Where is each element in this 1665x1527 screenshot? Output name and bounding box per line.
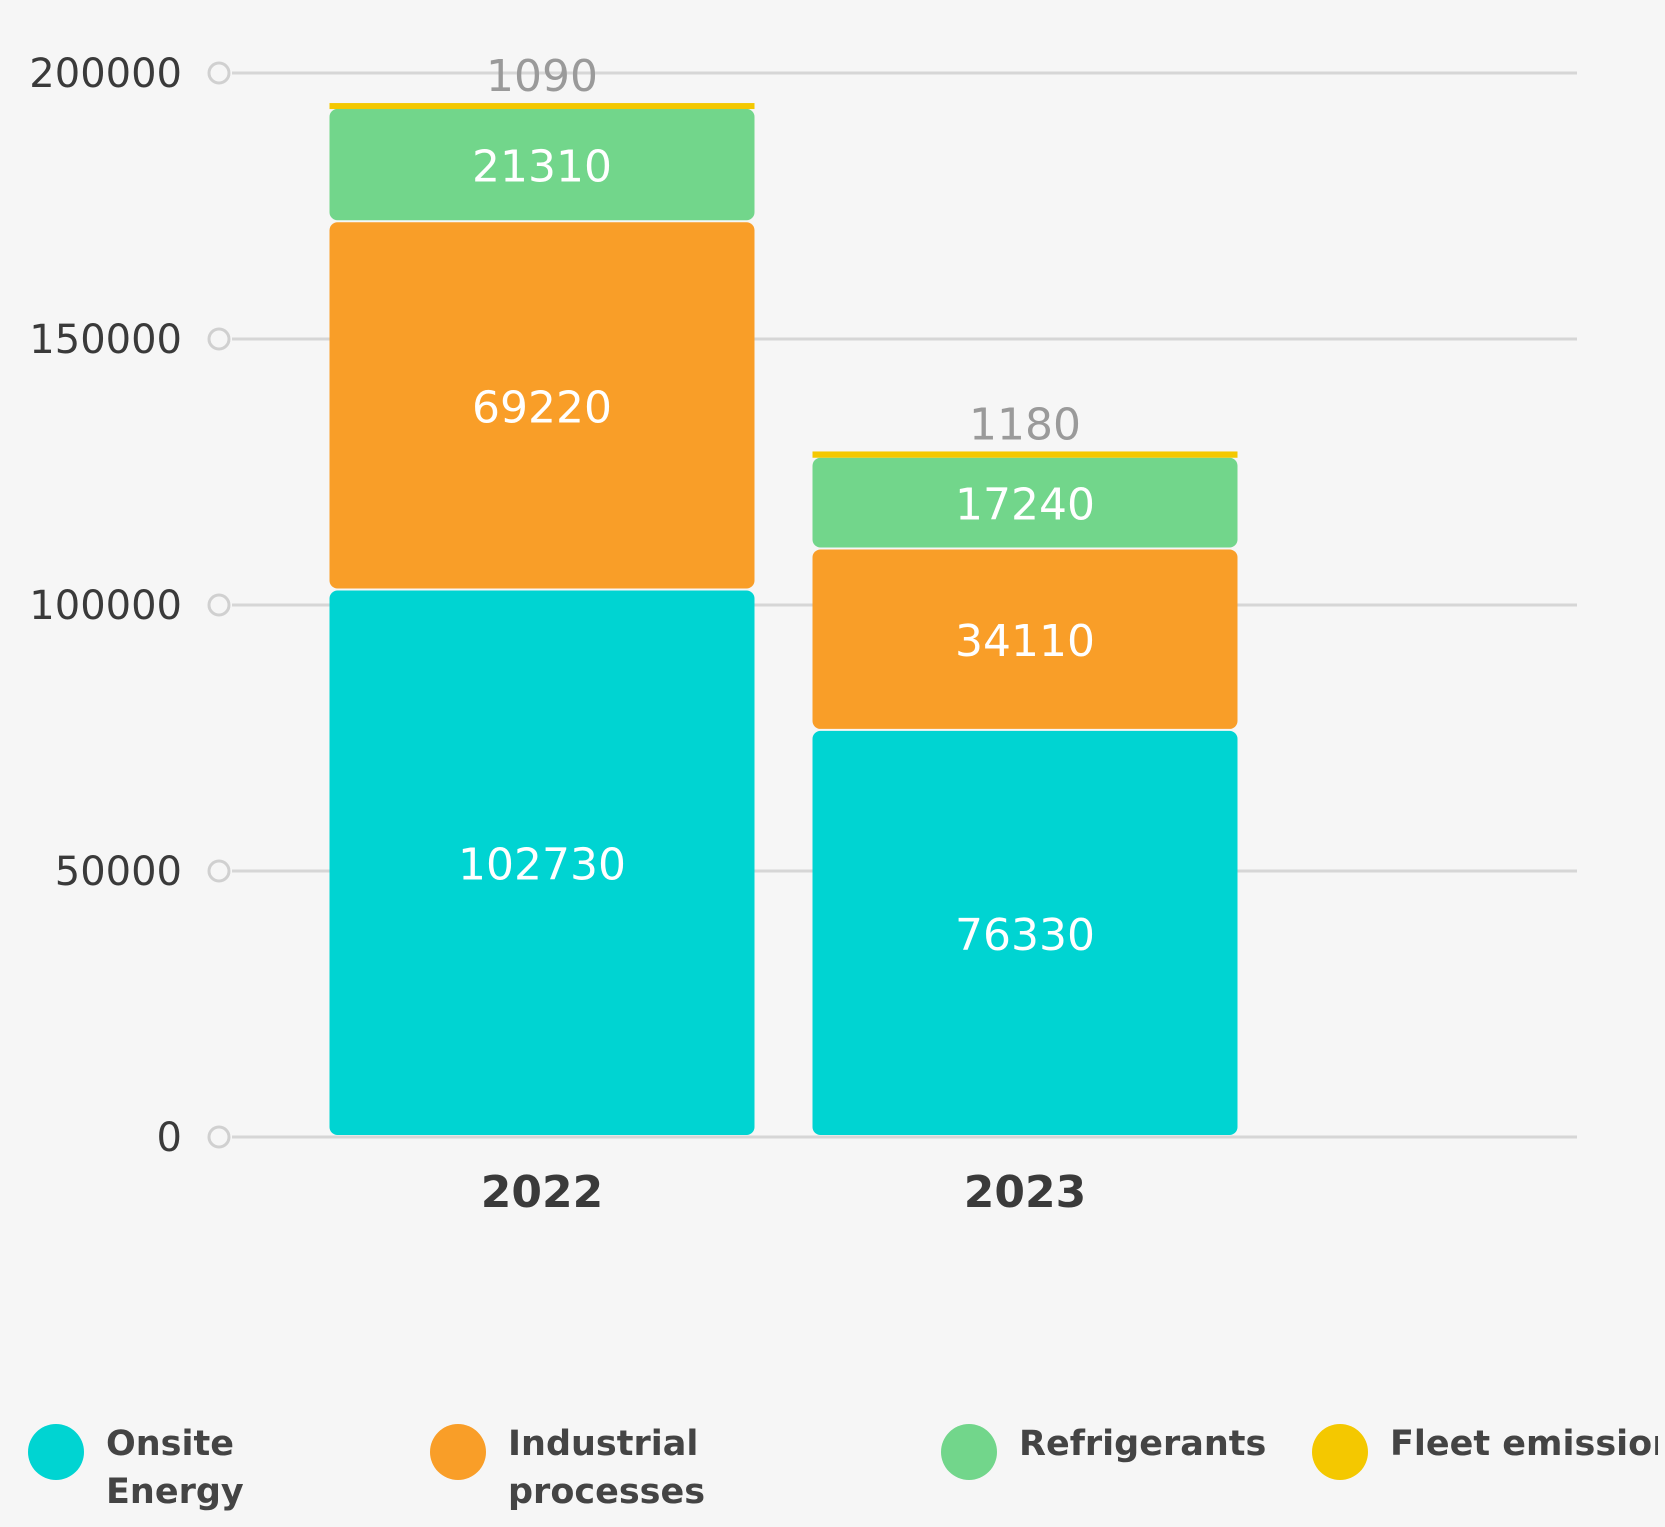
legend-swatch-refrigerants <box>941 1424 997 1480</box>
tick-marker <box>207 327 231 351</box>
y-tick-label: 200000 <box>29 51 182 97</box>
tick-marker <box>207 859 231 883</box>
bar-segment[interactable] <box>329 103 755 110</box>
tick-marker <box>207 593 231 617</box>
bars <box>329 103 1238 1135</box>
legend-label-industrial-processes: Industrial processes emissions <box>508 1424 706 1512</box>
legend: Onsite Energy generation Industrial proc… <box>28 1420 1658 1520</box>
bar-segment-label: 17240 <box>955 480 1095 531</box>
bar-segment-label: 102730 <box>458 840 626 891</box>
tick-marker <box>207 61 231 85</box>
bar-segment-label: 69220 <box>472 382 612 433</box>
bar-top-label: 1090 <box>486 51 598 102</box>
bar-segment-label: 34110 <box>955 616 1095 667</box>
bar-segment-label: 76330 <box>955 910 1095 961</box>
x-category-label: 2022 <box>481 1167 603 1218</box>
legend-swatch-fleet-emissions <box>1312 1424 1368 1480</box>
legend-item-industrial-processes[interactable]: Industrial processes emissions <box>430 1420 878 1520</box>
legend-label-refrigerants: Refrigerants <box>1019 1424 1267 1464</box>
bar-segment[interactable] <box>812 549 1238 729</box>
legend-item-refrigerants[interactable]: Refrigerants <box>941 1420 1279 1480</box>
bar-segment-label: 21310 <box>472 142 612 193</box>
y-tick-label: 150000 <box>29 317 182 363</box>
stacked-bar-chart: 102730692202131010907633034110172401180 … <box>29 51 1577 1218</box>
legend-swatch-industrial-processes <box>430 1424 486 1480</box>
tick-marker <box>207 1125 231 1149</box>
legend-label-onsite-energy: Onsite Energy generation <box>106 1424 244 1512</box>
y-tick-label: 0 <box>157 1115 182 1161</box>
legend-item-onsite-energy[interactable]: Onsite Energy generation <box>28 1420 381 1520</box>
bar-segment[interactable] <box>329 590 755 1135</box>
data-labels: 102730 69220 21310 1090 76330 34110 17240 1180 <box>458 51 1095 961</box>
y-tick-label: 100000 <box>29 583 182 629</box>
bar-segment[interactable] <box>812 457 1238 548</box>
legend-swatch-onsite-energy <box>28 1424 84 1480</box>
x-category-label: 2023 <box>964 1167 1086 1218</box>
bar-segment[interactable] <box>812 451 1238 458</box>
bar-segment[interactable] <box>329 108 755 221</box>
y-tick-label: 50000 <box>55 849 182 895</box>
bar-top-label: 1180 <box>969 399 1081 450</box>
bar-segment[interactable] <box>812 730 1238 1135</box>
legend-item-fleet-emissions[interactable]: Fleet emissions <box>1312 1420 1658 1480</box>
legend-label-fleet-emissions: Fleet emissions <box>1390 1424 1658 1464</box>
axes: 0 50000 100000 150000 200000 2022 2023 <box>29 51 1086 1218</box>
bar-segment[interactable] <box>329 222 755 589</box>
